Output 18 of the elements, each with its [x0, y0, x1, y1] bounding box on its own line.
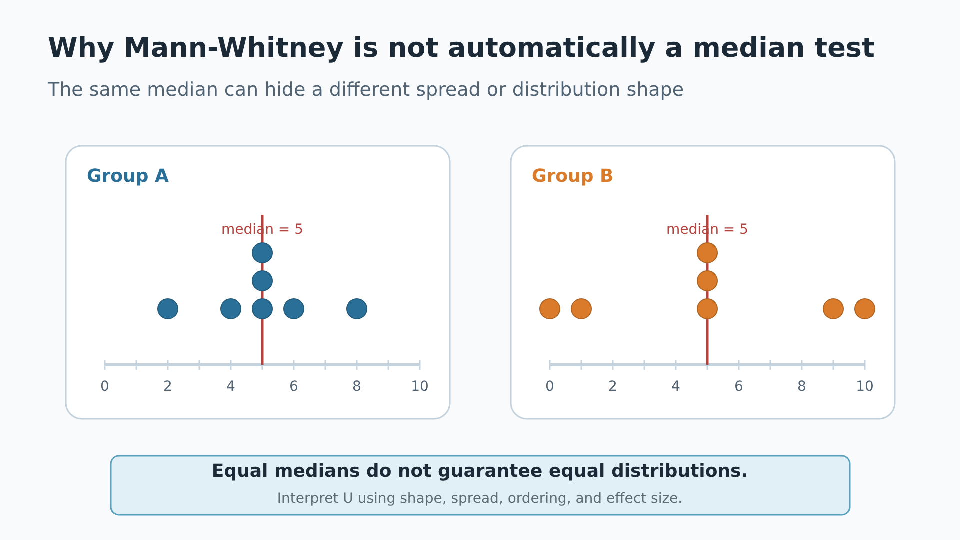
x-tick-label: 4 [672, 379, 681, 395]
chart-title: Group A [87, 166, 169, 187]
x-tick-label: 2 [164, 379, 172, 395]
x-tick-label: 4 [226, 379, 236, 395]
text: Interpret U using shape, spread, ordering, and effect size. [277, 491, 683, 507]
x-tick-label: 0 [546, 379, 554, 395]
text: Equal medians do not guarantee equal distributions. [212, 461, 748, 482]
x-tick-label: 8 [798, 379, 806, 395]
x-tick-label: 0 [100, 379, 110, 395]
x-tick-label: 2 [608, 379, 618, 395]
x-tick-label: 10 [411, 379, 429, 395]
x-tick-label: 6 [734, 379, 744, 395]
x-tick-label: 6 [290, 379, 299, 395]
x-tick-label: 10 [856, 379, 874, 395]
x-tick-label: 8 [352, 379, 362, 395]
text: Why Mann-Whitney is not automatically a median test [48, 33, 875, 64]
text: The same median can hide a different spread or distribution shape [47, 79, 684, 101]
chart-title: Group B [532, 166, 614, 187]
